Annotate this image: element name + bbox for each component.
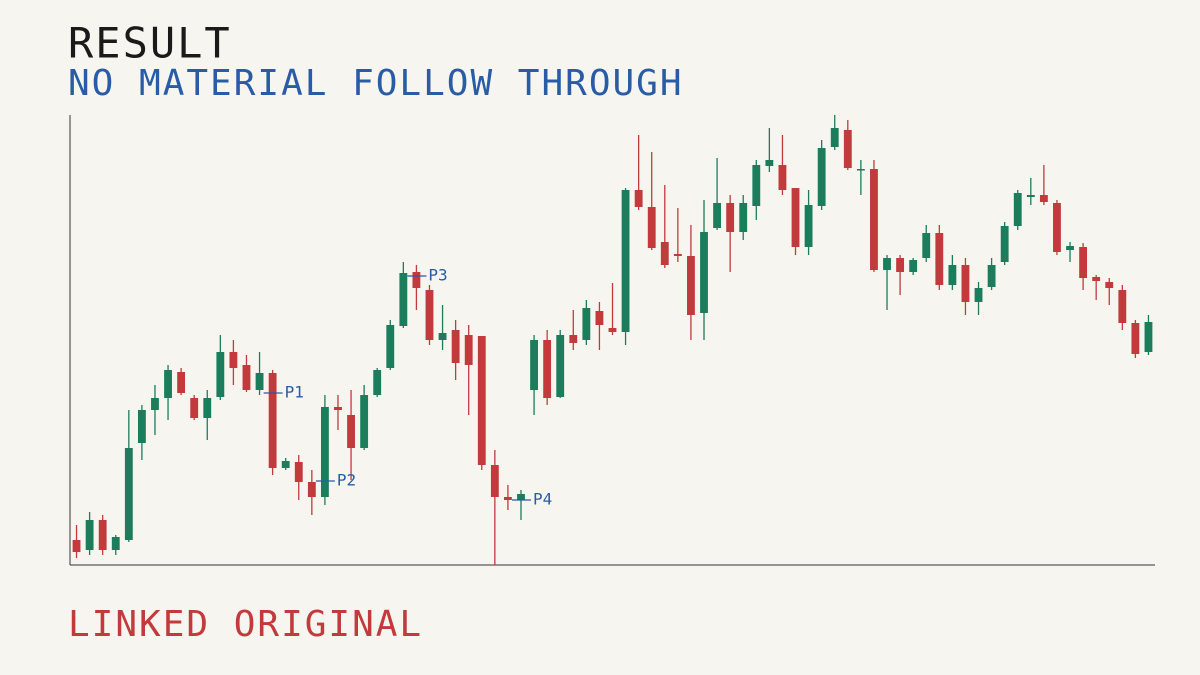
candle-body (412, 272, 421, 288)
candle-body (948, 265, 957, 285)
candle-body (464, 335, 473, 365)
candle-body (647, 207, 656, 248)
candle-body (1026, 195, 1035, 197)
candle-body (870, 169, 878, 270)
candle-body (477, 336, 486, 465)
candle-body (373, 370, 382, 395)
candle-body (334, 407, 342, 410)
candle-body (961, 265, 970, 302)
candle-body (504, 497, 512, 500)
candle-body (582, 308, 591, 340)
candle-body (1079, 247, 1088, 278)
candle-body (987, 265, 996, 287)
candle-body (1092, 277, 1101, 281)
candle-body (124, 448, 133, 540)
candle-body (765, 160, 774, 166)
candle-body (216, 352, 225, 397)
candle-body (517, 494, 525, 500)
candle-body (72, 540, 81, 552)
candle-body (151, 398, 159, 410)
candle-body (856, 169, 865, 171)
candle-body (177, 372, 186, 393)
candle-body (399, 273, 408, 326)
candle-body (320, 407, 329, 497)
candle-body (700, 232, 708, 313)
candle-body (1000, 226, 1009, 262)
candle-body (1118, 290, 1127, 323)
annotation-label: P1 (285, 383, 304, 402)
candle-body (804, 205, 813, 247)
candle-body (164, 370, 172, 398)
candle-body (778, 165, 787, 190)
candle-body (347, 415, 355, 448)
caption: LINKED ORIGINAL (68, 604, 423, 645)
candle-body (1105, 282, 1114, 288)
candle-body (556, 335, 565, 397)
candle-body (137, 410, 146, 443)
candle-body (386, 325, 395, 368)
candle-body (909, 260, 918, 272)
candle-body (294, 462, 303, 482)
annotation-label: P3 (428, 266, 447, 285)
candle-body (98, 520, 107, 550)
candle-body (1013, 193, 1022, 226)
candle-body (307, 482, 316, 497)
candle-body (438, 333, 447, 340)
candle-body (111, 537, 120, 550)
candle-body (425, 290, 434, 340)
chart-subtitle: NO MATERIAL FOLLOW THROUGH (68, 63, 684, 104)
candle-body (490, 465, 499, 497)
candle-body (883, 258, 891, 270)
candle-body (360, 395, 369, 448)
candle-body (634, 190, 643, 207)
candle-body (1053, 203, 1061, 252)
candle-body (203, 398, 212, 418)
candle-body (896, 258, 905, 272)
candle-body (673, 254, 682, 256)
candle-body (621, 190, 630, 332)
candle-body (817, 148, 826, 206)
candle-body (229, 352, 238, 368)
candle-body (595, 311, 604, 325)
candle-body (451, 330, 460, 363)
candle-body (752, 165, 761, 206)
annotation-label: P2 (337, 471, 356, 490)
candle-body (935, 233, 944, 285)
candle-body (687, 256, 695, 315)
annotation-label: P4 (533, 490, 552, 509)
candle-body (739, 203, 748, 232)
candle-body (1066, 246, 1074, 250)
candle-body (830, 128, 839, 147)
candle-body (608, 328, 617, 332)
candle-body (85, 520, 94, 550)
candle-body (713, 203, 721, 228)
candle-body (281, 461, 290, 468)
candle-body (569, 335, 578, 343)
candle-body (268, 373, 277, 468)
candle-body (974, 288, 983, 302)
candle-body (660, 242, 669, 265)
candle-body (242, 365, 251, 390)
candle-body (1131, 323, 1140, 354)
candle-body (726, 203, 735, 232)
chart-title: RESULT (68, 19, 232, 68)
candle-body (1039, 195, 1048, 202)
candle-body (843, 130, 852, 168)
candle-body (255, 373, 264, 390)
candle-body (190, 398, 199, 418)
candle-body (530, 340, 538, 390)
candle-body (1144, 322, 1153, 352)
candle-body (922, 233, 931, 258)
candle-body (791, 188, 800, 247)
candle-body (543, 340, 552, 398)
